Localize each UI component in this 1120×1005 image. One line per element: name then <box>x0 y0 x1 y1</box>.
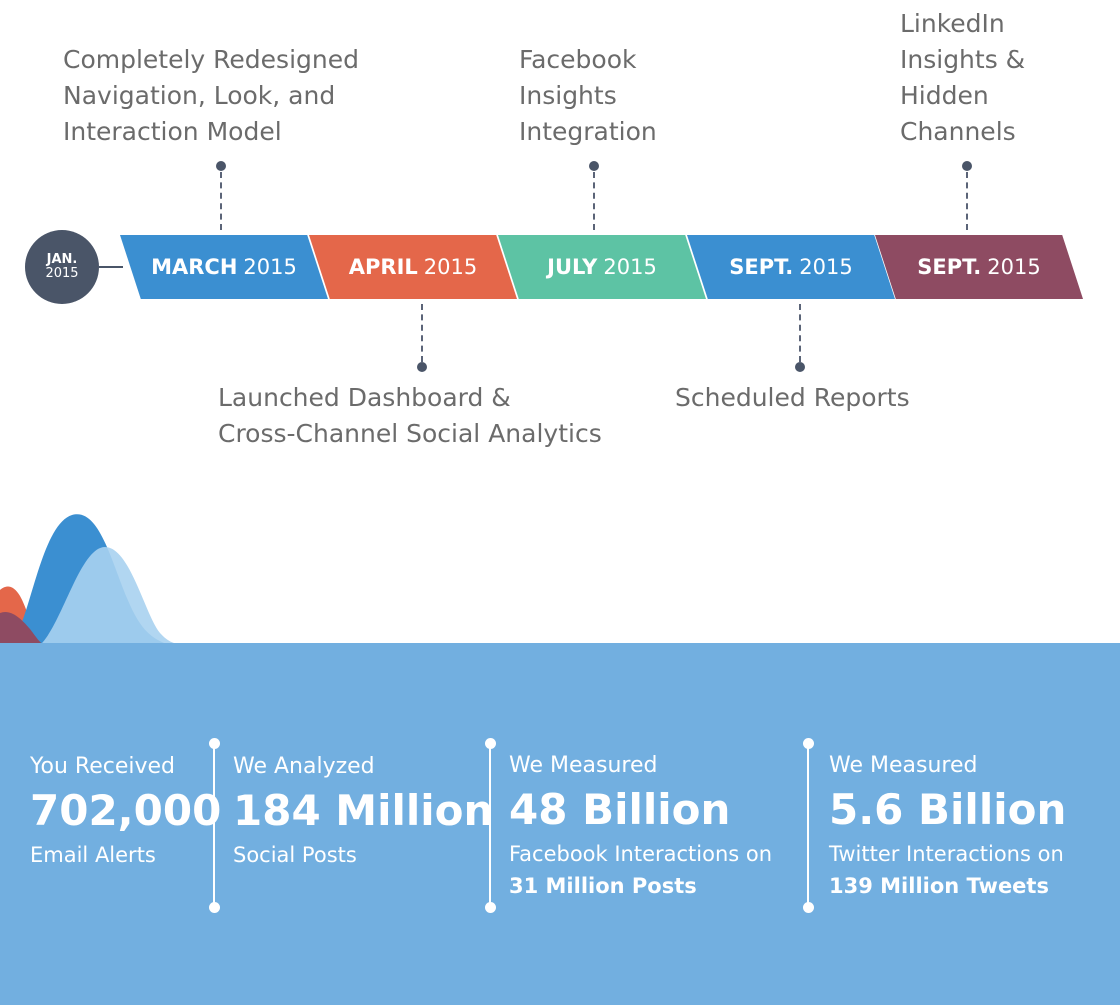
connector-line <box>966 172 968 230</box>
milestone-dashboard: Launched Dashboard & Cross-Channel Socia… <box>218 380 602 452</box>
ribbon-march-2015: MARCH 2015 <box>120 235 328 299</box>
stat-caption: Facebook Interactions on <box>509 842 773 866</box>
milestone-line: Cross-Channel Social Analytics <box>218 419 602 448</box>
milestone-line: Facebook <box>519 45 637 74</box>
ribbon-year: 2015 <box>423 255 478 279</box>
stat-caption: Email Alerts <box>30 843 156 867</box>
ribbon-month: MARCH <box>151 255 238 279</box>
milestone-line: Navigation, Look, and <box>63 81 336 110</box>
milestone-line: Hidden <box>900 81 989 110</box>
milestone-line: Launched Dashboard & <box>218 383 511 412</box>
stats-band <box>0 643 1120 1005</box>
ribbon-month: APRIL <box>348 255 418 279</box>
milestone-linkedin-insights: LinkedIn Insights & Hidden Channels <box>900 6 1025 150</box>
stat-value: 5.6 Billion <box>829 785 1067 834</box>
stat-caption: Social Posts <box>233 843 357 867</box>
connector-dot <box>795 362 805 372</box>
stat-twitter-interactions: We Measured 5.6 Billion Twitter Interact… <box>829 751 1066 903</box>
milestone-redesign: Completely Redesigned Navigation, Look, … <box>63 42 359 150</box>
ribbon-sept-2015-a: SEPT. 2015 <box>687 235 895 299</box>
milestone-line: Completely Redesigned <box>63 45 359 74</box>
milestone-facebook-insights: Facebook Insights Integration <box>519 42 657 150</box>
divider-line <box>489 743 491 907</box>
start-year: 2015 <box>45 266 79 281</box>
connector-dot <box>417 362 427 372</box>
ribbon-sept-2015-b: SEPT. 2015 <box>875 235 1083 299</box>
connector-line <box>593 172 595 230</box>
ribbon-year: 2015 <box>603 255 657 279</box>
stat-caption-bold: 31 Million Posts <box>509 874 697 898</box>
milestone-line: Scheduled Reports <box>675 383 910 412</box>
start-month: JAN. <box>46 252 78 268</box>
divider-dot <box>209 902 220 913</box>
start-connector <box>99 266 123 268</box>
ribbon-year: 2015 <box>987 255 1041 279</box>
milestone-line: Channels <box>900 117 1016 146</box>
connector-dot <box>589 161 599 171</box>
stat-prefix: We Measured <box>509 753 658 778</box>
ribbon-month: SEPT. <box>729 255 794 279</box>
connector-line <box>421 304 423 362</box>
ribbon-year: 2015 <box>243 255 297 279</box>
stat-value: 702,000 <box>30 786 222 835</box>
stat-prefix: We Measured <box>829 753 978 778</box>
ribbon-year: 2015 <box>799 255 853 279</box>
connector-dot <box>962 161 972 171</box>
milestone-scheduled-reports: Scheduled Reports <box>675 380 910 416</box>
divider-dot <box>803 902 814 913</box>
milestone-line: LinkedIn <box>900 9 1005 38</box>
ribbon-month: SEPT. <box>917 255 982 279</box>
stat-email-alerts: You Received 702,000 Email Alerts <box>30 752 221 870</box>
connector-line <box>220 172 222 230</box>
ribbon-april-2015: APRIL 2015 <box>309 235 517 299</box>
divider-dot <box>485 902 496 913</box>
stat-social-posts: We Analyzed 184 Million Social Posts <box>233 752 493 870</box>
divider-line <box>807 743 809 907</box>
stat-prefix: You Received <box>30 754 176 779</box>
stat-value: 48 Billion <box>509 785 731 834</box>
stat-value: 184 Million <box>233 786 494 835</box>
decorative-waves-graphic <box>0 514 186 645</box>
stat-facebook-interactions: We Measured 48 Billion Facebook Interact… <box>509 751 772 903</box>
ribbon-month: JULY <box>547 255 598 279</box>
divider-line <box>213 743 215 907</box>
stat-caption-bold: 139 Million Tweets <box>829 874 1049 898</box>
milestone-line: Insights & <box>900 45 1026 74</box>
connector-dot <box>216 161 226 171</box>
stat-caption: Twitter Interactions on <box>829 842 1064 866</box>
timeline-start-badge: JAN. 2015 <box>25 230 99 304</box>
connector-line <box>799 304 801 362</box>
milestone-line: Interaction Model <box>63 117 282 146</box>
stat-prefix: We Analyzed <box>233 754 375 779</box>
ribbon-july-2015: JULY 2015 <box>498 235 706 299</box>
milestone-line: Insights <box>519 81 617 110</box>
milestone-line: Integration <box>519 117 657 146</box>
